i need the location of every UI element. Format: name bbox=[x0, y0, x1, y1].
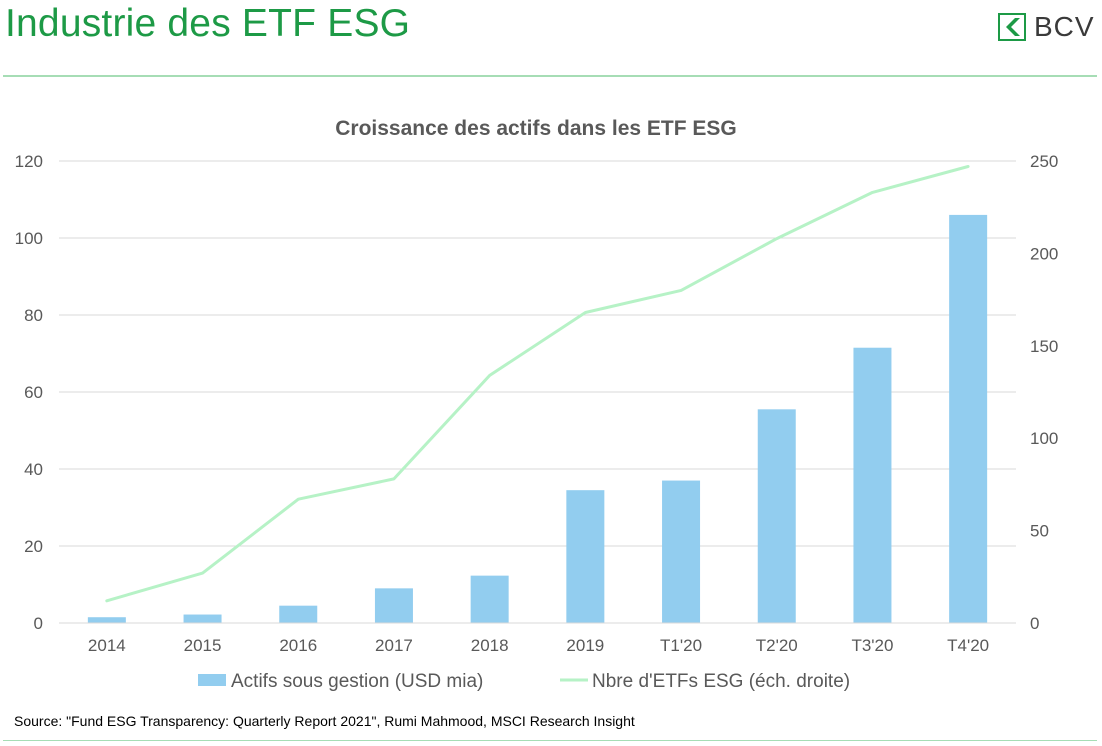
line-point bbox=[202, 572, 204, 574]
bar bbox=[662, 480, 701, 623]
x-tick-label: 2014 bbox=[88, 636, 126, 655]
series-line bbox=[105, 165, 970, 603]
bar bbox=[566, 490, 605, 623]
x-tick-label: 2016 bbox=[279, 636, 317, 655]
y-right-tick-label: 100 bbox=[1030, 429, 1058, 448]
line-point bbox=[297, 498, 299, 500]
header-divider bbox=[3, 75, 1097, 77]
x-tick-label: 2015 bbox=[184, 636, 222, 655]
bar bbox=[374, 588, 413, 623]
bar bbox=[757, 409, 796, 623]
x-tick-label: 2017 bbox=[375, 636, 413, 655]
x-tick-label: 2018 bbox=[471, 636, 509, 655]
line-point bbox=[776, 238, 778, 240]
legend-bar-label: Actifs sous gestion (USD mia) bbox=[231, 671, 483, 692]
bar bbox=[87, 617, 126, 623]
bcv-logo-icon bbox=[998, 13, 1026, 41]
legend-bar-swatch bbox=[198, 674, 226, 686]
y-left-tick-label: 60 bbox=[24, 383, 43, 402]
chart-title: Croissance des actifs dans les ETF ESG bbox=[335, 117, 737, 140]
logo-text: BCV bbox=[1034, 11, 1095, 42]
right-axis-ticks: 0 50 100 150 200 250 bbox=[1030, 152, 1058, 633]
bars bbox=[87, 214, 988, 623]
y-left-tick-label: 100 bbox=[15, 229, 43, 248]
y-left-tick-label: 0 bbox=[34, 614, 43, 633]
y-right-tick-label: 200 bbox=[1030, 244, 1058, 263]
bar bbox=[183, 614, 222, 623]
line-point bbox=[967, 166, 969, 168]
line-point bbox=[489, 374, 491, 376]
y-right-tick-label: 0 bbox=[1030, 614, 1039, 633]
y-right-tick-label: 50 bbox=[1030, 522, 1049, 541]
y-right-tick-label: 250 bbox=[1030, 152, 1058, 171]
x-tick-label: 2019 bbox=[566, 636, 604, 655]
chart: Croissance des actifs dans les ETF ESG 0… bbox=[15, 117, 1059, 692]
legend-line-label: Nbre d'ETFs ESG (éch. droite) bbox=[592, 671, 850, 692]
x-tick-label: T3'20 bbox=[851, 636, 893, 655]
y-left-tick-label: 120 bbox=[15, 152, 43, 171]
y-left-tick-label: 40 bbox=[24, 460, 43, 479]
page-title: Industrie des ETF ESG bbox=[5, 2, 411, 45]
x-tick-label: T2'20 bbox=[756, 636, 798, 655]
line-point bbox=[106, 600, 108, 602]
y-left-tick-label: 20 bbox=[24, 537, 43, 556]
line-point bbox=[680, 289, 682, 291]
x-tick-label: T4'20 bbox=[947, 636, 989, 655]
bar bbox=[853, 347, 892, 623]
bcv-logo: BCV bbox=[998, 11, 1095, 42]
source-note: Source: "Fund ESG Transparency: Quarterl… bbox=[14, 713, 635, 729]
y-left-tick-label: 80 bbox=[24, 306, 43, 325]
y-right-tick-label: 150 bbox=[1030, 337, 1058, 356]
footer-divider bbox=[3, 740, 1097, 741]
x-axis-ticks: 2014 2015 2016 2017 2018 2019 T1'20 T2'20 T3'20 T… bbox=[88, 636, 989, 655]
bar bbox=[279, 605, 318, 623]
bar bbox=[470, 575, 509, 623]
left-axis-ticks: 0 20 40 60 80 100 120 bbox=[15, 152, 43, 633]
x-tick-label: T1'20 bbox=[660, 636, 702, 655]
etf-count-line bbox=[105, 165, 970, 603]
line-point bbox=[393, 478, 395, 480]
legend: Actifs sous gestion (USD mia) Nbre d'ETF… bbox=[198, 671, 850, 692]
line-point bbox=[871, 191, 873, 193]
line-point bbox=[584, 312, 586, 314]
bar bbox=[949, 214, 988, 623]
